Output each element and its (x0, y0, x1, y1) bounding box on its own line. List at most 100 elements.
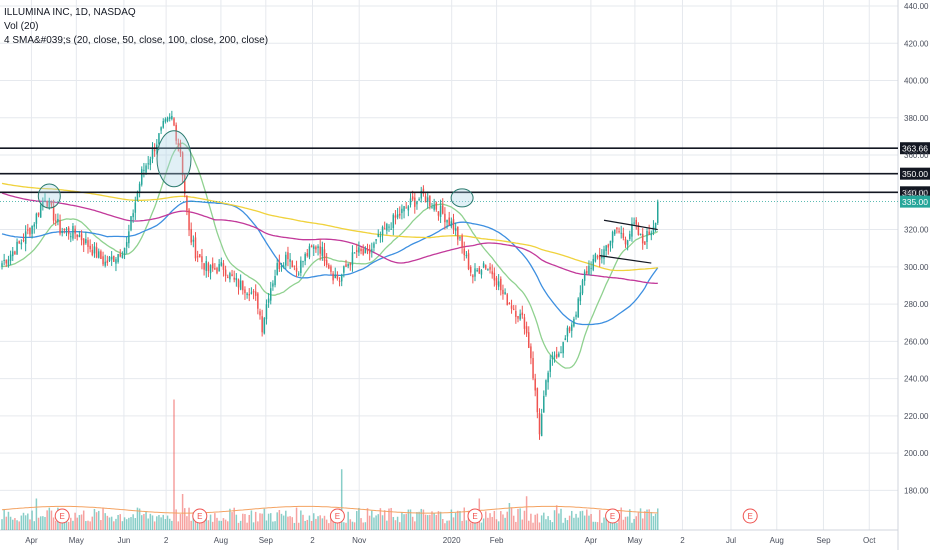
candle-body (188, 209, 190, 231)
candle-body (530, 346, 532, 359)
volume-bar (313, 513, 315, 530)
highlight-circle[interactable] (37, 183, 61, 209)
level-price-label[interactable]: 340.00 (902, 188, 928, 198)
volume-bar (364, 522, 367, 530)
volume-bar (568, 515, 571, 530)
volume-bar (136, 507, 139, 530)
candle-body (33, 224, 35, 227)
volume-bar (508, 503, 511, 530)
level-price-badge[interactable] (900, 186, 930, 199)
candle-body (547, 372, 549, 383)
earnings-marker[interactable] (605, 508, 621, 524)
volume-bar (637, 512, 640, 530)
candle-body (502, 289, 504, 295)
symbol-title[interactable]: ILLUMINA INC, 1D, NASDAQ (4, 7, 136, 18)
volume-bar (394, 520, 397, 530)
candle-body (426, 197, 429, 202)
volume-bar (349, 519, 352, 530)
volume-bar (551, 522, 554, 530)
last-price-badge[interactable] (900, 195, 930, 208)
candle-body (141, 169, 143, 185)
candle-body (231, 274, 233, 277)
candle-body (525, 326, 528, 334)
candle-body (534, 378, 536, 391)
candle-body (500, 278, 502, 291)
highlight-circle[interactable] (156, 130, 192, 188)
time-axis[interactable]: Apr May Jun 2 Aug Sep 2 Nov 2020 Feb Apr May 2 Jul Aug… (25, 536, 876, 545)
volume-bar (218, 520, 220, 530)
candle-body (650, 232, 653, 236)
volume-bar (532, 522, 534, 530)
volume-bar (78, 515, 81, 530)
volume-bar (272, 521, 274, 530)
time-tick-label: 2 (310, 536, 315, 545)
channel-trendline[interactable] (603, 219, 658, 231)
volume-bar (469, 522, 472, 530)
earnings-marker[interactable] (329, 508, 345, 524)
volume-bar (237, 522, 240, 530)
candle-body (409, 198, 412, 205)
candle-body (506, 294, 508, 306)
volume-bar (274, 521, 276, 530)
candle-body (209, 265, 212, 274)
volume-bar (601, 522, 603, 530)
volume-bar (259, 513, 261, 530)
highlight-circle[interactable] (450, 188, 474, 208)
time-tick-label: Apr (25, 536, 38, 545)
volume-bar (377, 514, 379, 530)
volume-bar (386, 520, 388, 530)
volume-bar (293, 522, 296, 530)
price-tick-label: 340.00 (904, 188, 929, 197)
last-price-label[interactable]: 335.00 (902, 197, 928, 207)
annotation-drawings[interactable] (37, 130, 658, 264)
candle-body (201, 256, 203, 262)
volume-bar (300, 510, 302, 530)
volume-bar (295, 507, 298, 530)
candle-body (366, 250, 369, 252)
volume-bar (261, 513, 263, 530)
level-price-label[interactable]: 363.66 (902, 144, 928, 154)
candle-body (386, 224, 388, 231)
earnings-marker-label: E (748, 512, 753, 521)
candle-body (171, 115, 173, 120)
earnings-marker[interactable] (742, 508, 758, 524)
level-price-label[interactable]: 350.00 (902, 169, 928, 179)
volume-bar (186, 516, 188, 530)
volume-bar (291, 517, 293, 530)
level-price-badge[interactable] (900, 142, 930, 155)
candle-body (181, 152, 184, 176)
volume-bar (429, 514, 431, 530)
volume-bar (383, 510, 386, 530)
level-price-badge[interactable] (900, 167, 930, 180)
volume-indicator-label[interactable]: Vol (20) (4, 21, 39, 32)
volume-bar (641, 518, 644, 530)
earnings-marker[interactable] (54, 508, 70, 524)
candle-body (452, 219, 455, 230)
candle-body (598, 255, 601, 260)
volume-bar (618, 517, 620, 530)
candle-body (31, 225, 33, 234)
channel-trendline[interactable] (599, 255, 652, 264)
candle-body (648, 231, 650, 235)
time-tick-label: Aug (214, 536, 228, 545)
earnings-marker[interactable] (192, 508, 208, 524)
earnings-marker[interactable] (467, 508, 483, 524)
volume-bar (403, 514, 405, 530)
candle-body (59, 220, 61, 234)
candle-body (121, 254, 124, 258)
time-tick-label: Aug (770, 536, 784, 545)
earnings-marker-label: E (335, 512, 340, 521)
price-axis[interactable]: 440.00 420.00 400.00 380.00 360.00 340.00 320.… (904, 2, 929, 495)
candle-body (151, 148, 154, 159)
volume-bar (270, 513, 272, 530)
volume-bar (521, 519, 524, 530)
sma-indicator-label[interactable]: 4 SMA&#039;s (20, close, 50, close, 100,… (4, 35, 269, 46)
candle-body (145, 165, 147, 173)
volume-bar (207, 520, 210, 530)
candle-body (63, 229, 66, 231)
volume-bar (149, 513, 152, 530)
